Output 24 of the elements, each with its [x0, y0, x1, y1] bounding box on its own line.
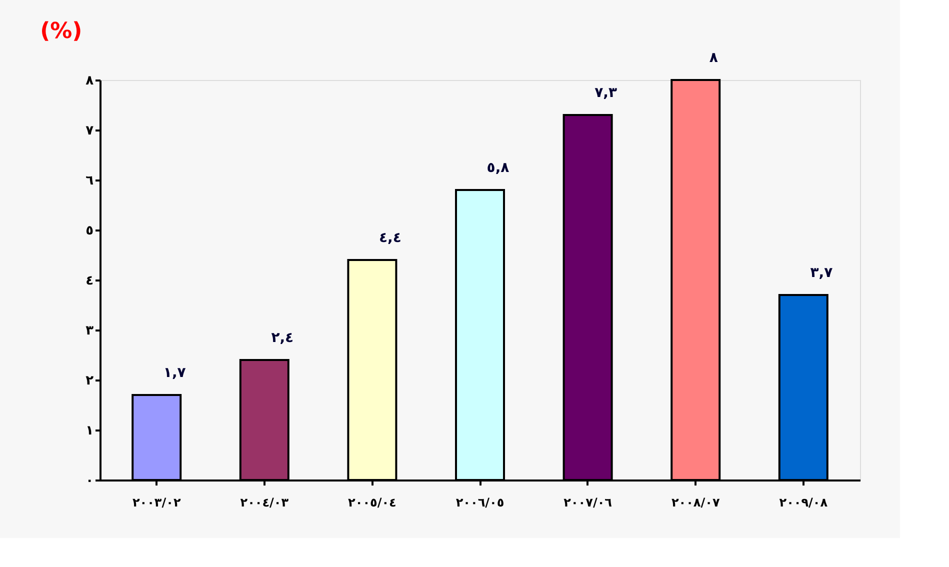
y-tick-label: ٥: [86, 224, 94, 238]
x-tick-label: ٢٠٠٤/٠٣: [240, 496, 290, 510]
x-tick-label: ٢٠٠٧/٠٦: [564, 496, 612, 510]
x-tick-label: ٢٠٠٨/٠٧: [671, 496, 720, 510]
y-tick-label: ١: [86, 424, 94, 438]
data-label: ٢,٤: [271, 330, 294, 346]
data-label: ٤,٤: [378, 230, 402, 246]
y-tick-label: ٦: [86, 174, 94, 188]
x-tick-label: ٢٠٠٥/٠٤: [348, 496, 396, 510]
y-tick-label: ٧: [86, 124, 94, 138]
data-label: ٣,٧: [810, 265, 834, 281]
y-tick-label: ٠: [86, 474, 94, 488]
x-tick-label: ٢٠٠٦/٠٥: [456, 496, 504, 510]
data-label: ٥,٨: [486, 160, 510, 176]
data-label: ١,٧: [163, 365, 186, 381]
y-tick-label: ٢: [86, 374, 94, 388]
y-tick-label: ٨: [86, 74, 94, 88]
data-label: ٨: [709, 50, 718, 66]
x-tick-label: ٢٠٠٣/٠٢: [132, 496, 182, 510]
x-tick-label: ٢٠٠٩/٠٨: [779, 496, 828, 510]
data-label: ٧,٣: [594, 85, 618, 101]
y-tick-label: ٣: [86, 324, 94, 338]
y-tick-label: ٤: [86, 274, 94, 288]
chart-title: (%): [40, 19, 82, 44]
